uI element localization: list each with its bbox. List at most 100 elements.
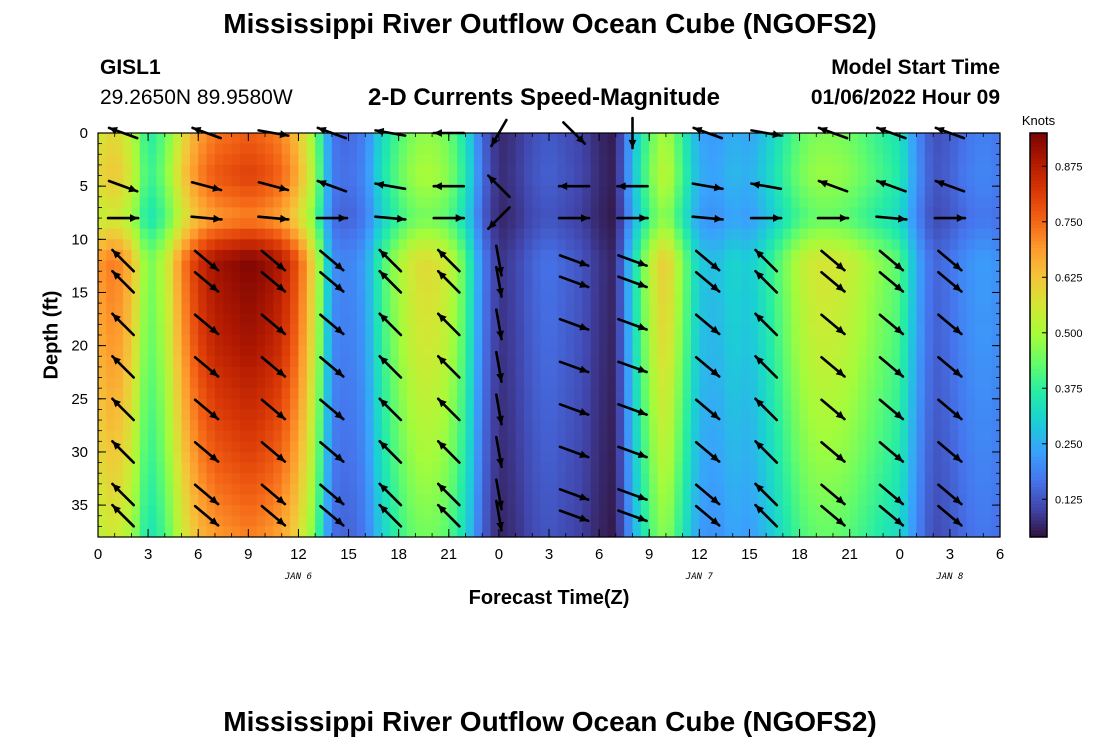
heat-cell [565,292,575,304]
heat-cell [707,207,717,219]
heat-cell [724,260,734,272]
heat-cell [949,441,959,453]
heat-cell [348,398,358,411]
heat-cell [231,430,241,442]
heat-cell [924,441,934,453]
heat-cell [549,420,558,432]
heat-cell [657,366,667,379]
heat-cell [114,462,124,474]
heat-cell [757,324,767,336]
heat-cell [607,483,617,496]
heat-cell [640,420,650,432]
heat-cell [933,186,943,198]
heat-cell [933,462,943,474]
heat-cell [849,377,859,389]
heat-cell [757,462,767,474]
heat-cell [131,356,141,368]
heat-cell [624,271,634,283]
heat-cell [849,451,859,464]
heat-cell [891,207,901,219]
heat-cell [916,335,926,347]
heat-cell [632,249,642,262]
heat-cell [682,505,692,517]
heat-cell [974,356,984,368]
heat-cell [465,462,475,474]
heat-cell [465,420,475,432]
heat-cell [223,154,233,166]
heat-cell [198,451,208,464]
heat-cell [189,451,199,464]
heat-cell [732,515,742,527]
current-arrow [436,354,461,379]
heat-cell [156,409,166,421]
heat-cell [498,292,508,304]
heat-cell [974,335,984,347]
x-tick-label: 18 [390,546,407,563]
heat-cell [198,462,208,474]
heat-cell [131,462,141,474]
heat-cell [239,324,249,336]
heat-cell [699,398,709,411]
heat-cell [757,366,767,379]
heat-cell [373,377,383,389]
heat-cell [256,303,266,315]
heat-cell [256,473,266,485]
colorbar-tick-label: 0.375 [1055,383,1083,395]
heat-cell [340,324,350,336]
heat-cell [549,388,558,400]
heat-cell [549,133,558,145]
heat-cell [716,196,725,209]
heat-cell [657,324,667,336]
heat-cell [507,420,517,432]
arrow-head [209,453,219,462]
current-arrow [820,483,846,506]
heat-cell [991,430,1001,442]
heat-cell [640,207,650,219]
heat-cell [807,186,817,198]
heat-cell [924,473,934,485]
heat-cell [507,133,517,145]
heat-cell [607,196,617,209]
heat-cell [858,164,867,177]
arrow-head [894,283,903,292]
heat-cell [114,494,124,506]
heat-cell [248,483,258,496]
heat-cell [791,420,801,432]
heat-cell [473,313,483,325]
heat-cell [173,462,183,474]
heat-cell [974,494,984,506]
heat-cell [306,335,316,347]
heat-cell [198,303,208,315]
heat-cell [231,377,241,389]
station-coordinates: 29.2650N 89.9580W [100,86,293,109]
current-arrow [260,483,287,506]
heat-cell [891,164,901,177]
heat-cell [457,409,467,421]
heat-cell [440,515,450,527]
heat-cell [340,154,350,166]
heat-cell [281,420,291,432]
heat-cell [348,218,358,230]
heat-cell [381,143,391,155]
heat-cell [799,175,809,187]
heat-cell [139,473,149,485]
heat-cell [148,526,158,538]
current-arrow [875,179,907,193]
colorbar-segment [1030,422,1047,427]
heat-cell [732,526,742,538]
heat-cell [423,186,433,198]
arrow-head [276,453,285,462]
heat-cell [248,143,258,155]
heat-cell [239,260,249,272]
heat-cell [139,292,149,304]
heat-cell [799,462,809,474]
heat-cell [473,345,483,357]
heat-cell [423,271,433,283]
heat-cell [465,271,475,283]
colorbar-segment [1030,348,1047,353]
heat-cell [674,441,684,453]
heat-cell [532,175,542,187]
heat-cell [281,473,291,485]
heat-cell [774,483,784,496]
heat-cell [365,324,375,336]
